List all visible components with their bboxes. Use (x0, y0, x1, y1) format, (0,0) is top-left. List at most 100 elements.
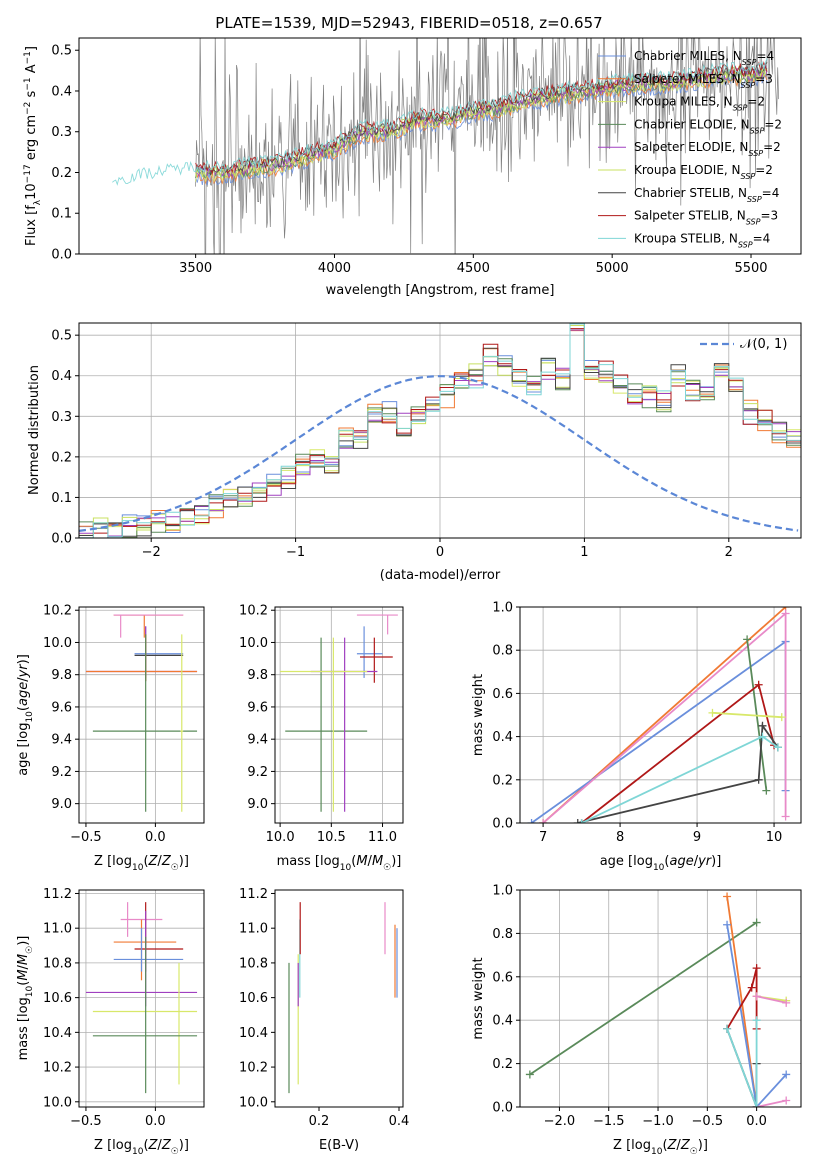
weight-marker (758, 721, 767, 730)
weight-marker (762, 786, 771, 795)
weight-marker (752, 964, 761, 973)
label-part: Z [log (94, 854, 132, 869)
weight-line (756, 995, 787, 1004)
legend-label: 𝒩(0, 1) (740, 337, 787, 352)
tick-label-y: 9.6 (51, 700, 72, 715)
spectrum-marks (112, 38, 779, 254)
mass_vs_EBV-xlabel: E(B-V) (319, 1138, 359, 1153)
tick-label-y: 10.6 (239, 991, 268, 1006)
weight-marker (525, 1070, 534, 1079)
histogram-step (79, 323, 801, 538)
legend-text: Chabrier MILES, N (634, 49, 742, 63)
tick-label-x: 0.4 (389, 1114, 410, 1129)
label-part: ☉ (383, 863, 391, 873)
legend-count: =2 (755, 163, 773, 177)
tick-label-x: −1.0 (642, 1114, 674, 1129)
tick-label-x: 5000 (596, 261, 629, 276)
weight_vs_Z-ylabel: mass weight (471, 957, 486, 1039)
label-part: M (16, 969, 31, 980)
legend-label: Kroupa ELODIE, NSSP=2 (634, 163, 773, 181)
age_vs_mass-panel: 10.0 10.5 11.0 9.0 9.2 9.4 9.6 9.8 10.0 10.2 (239, 604, 404, 845)
axes-frame (78, 37, 802, 255)
label-part: )] (711, 854, 721, 869)
legend-subscript: SSP (747, 194, 762, 203)
weight-marker (752, 992, 761, 1001)
label-part: Z (680, 1138, 691, 1153)
label-part: ( (351, 854, 356, 869)
tick-label-y: 9.4 (51, 733, 72, 748)
tick-label-x: −1 (286, 545, 305, 560)
label-part: ( (16, 981, 31, 986)
axes-frame (274, 889, 404, 1108)
legend-label: Salpeter ELODIE, NSSP=2 (634, 140, 781, 158)
tick-label-y: 0.4 (492, 1014, 513, 1029)
weight_vs_Z-marks (525, 892, 791, 1107)
label-part: mass [log (277, 854, 340, 869)
label-part: 10 (24, 183, 39, 200)
label-part: ☉ (171, 1147, 179, 1157)
legend-subscript: SSP (733, 103, 748, 112)
legend-subscript: SSP (746, 217, 761, 226)
age_vs_mass-xlabel: mass [log10(M/M☉)] (277, 854, 402, 873)
model-spectrum-line (195, 67, 768, 179)
mass_vs_EBV-marks (288, 902, 398, 1094)
tick-label-x: 3500 (179, 261, 212, 276)
tick-label-x: 4500 (457, 261, 490, 276)
weight-line (530, 639, 787, 823)
tick-label-y: 10.2 (43, 604, 72, 619)
age_vs_mass-marks (280, 614, 398, 812)
tick-label-x: −1.5 (593, 1114, 625, 1129)
label-part: / (16, 677, 31, 682)
weight-marker (747, 983, 756, 992)
tick-label-x: −2 (142, 545, 161, 560)
axes-frame (519, 606, 802, 824)
tick-label-y: 10.0 (239, 1095, 268, 1110)
label-part: Z [log (613, 1138, 651, 1153)
label-part: ] (24, 46, 39, 51)
weight-marker (577, 819, 586, 823)
label-part: age (16, 682, 31, 706)
legend-label: Chabrier ELODIE, NSSP=2 (634, 117, 782, 135)
tick-label-y: 10.8 (43, 956, 72, 971)
tick-label-y: 9.2 (247, 765, 268, 780)
label-part: A (24, 64, 39, 77)
weight-line (756, 1099, 787, 1107)
label-part: −1 (23, 51, 33, 64)
weight_vs_age-marks (527, 607, 790, 823)
tick-label-y: 9.0 (51, 797, 72, 812)
histogram-step (79, 330, 801, 531)
tick-label-y: 10.2 (239, 1061, 268, 1076)
age_vs_Z-marks (85, 614, 198, 812)
label-part: age (669, 854, 693, 869)
legend-label: Salpeter STELIB, NSSP=3 (634, 209, 778, 227)
axes-frame (274, 606, 404, 824)
tick-label-y: 11.2 (239, 887, 268, 902)
tick-label-y: 0.4 (51, 369, 72, 384)
histogram-step (79, 328, 801, 538)
legend-label: Kroupa STELIB, NSSP=4 (634, 231, 770, 249)
age_vs_Z-ylabel: age [log10(age/yr)] (16, 654, 35, 776)
tick-label-y: 0.8 (492, 644, 513, 659)
tick-label-x: 7 (539, 830, 547, 845)
weight-marker (723, 1024, 732, 1033)
mass_vs_Z-ylabel: mass [log10(M/M☉)] (16, 936, 35, 1061)
label-part: ☉ (171, 863, 179, 873)
label-part: s (24, 90, 39, 101)
tick-label-y: 9.4 (247, 733, 268, 748)
label-part: )] (16, 654, 31, 664)
weight-marker (708, 708, 717, 717)
label-part: λ (33, 199, 43, 205)
spectrum-xlabel: wavelength [Angstrom, rest frame] (326, 283, 555, 298)
weight-marker (782, 1096, 791, 1105)
histogram-step (79, 323, 801, 537)
label-part: erg cm (24, 115, 39, 164)
legend-subscript: SSP (750, 126, 765, 135)
legend-label: Salpeter MILES, NSSP=3 (634, 72, 773, 90)
weight_vs_Z-panel: −2.0 −1.5 −1.0 −0.5 0.0 0.0 0.2 0.4 0.6 0.8 1.0 (492, 884, 802, 1129)
mass_vs_EBV-panel: 0.2 0.4 10.0 10.2 10.4 10.6 10.8 11.0 11.2 (239, 887, 409, 1129)
legend-text: Chabrier STELIB, N (634, 186, 747, 200)
tick-label-y: 10.4 (43, 1026, 72, 1041)
histogram-step (79, 323, 801, 538)
residuals-ylabel: Normed distribution (27, 365, 42, 495)
